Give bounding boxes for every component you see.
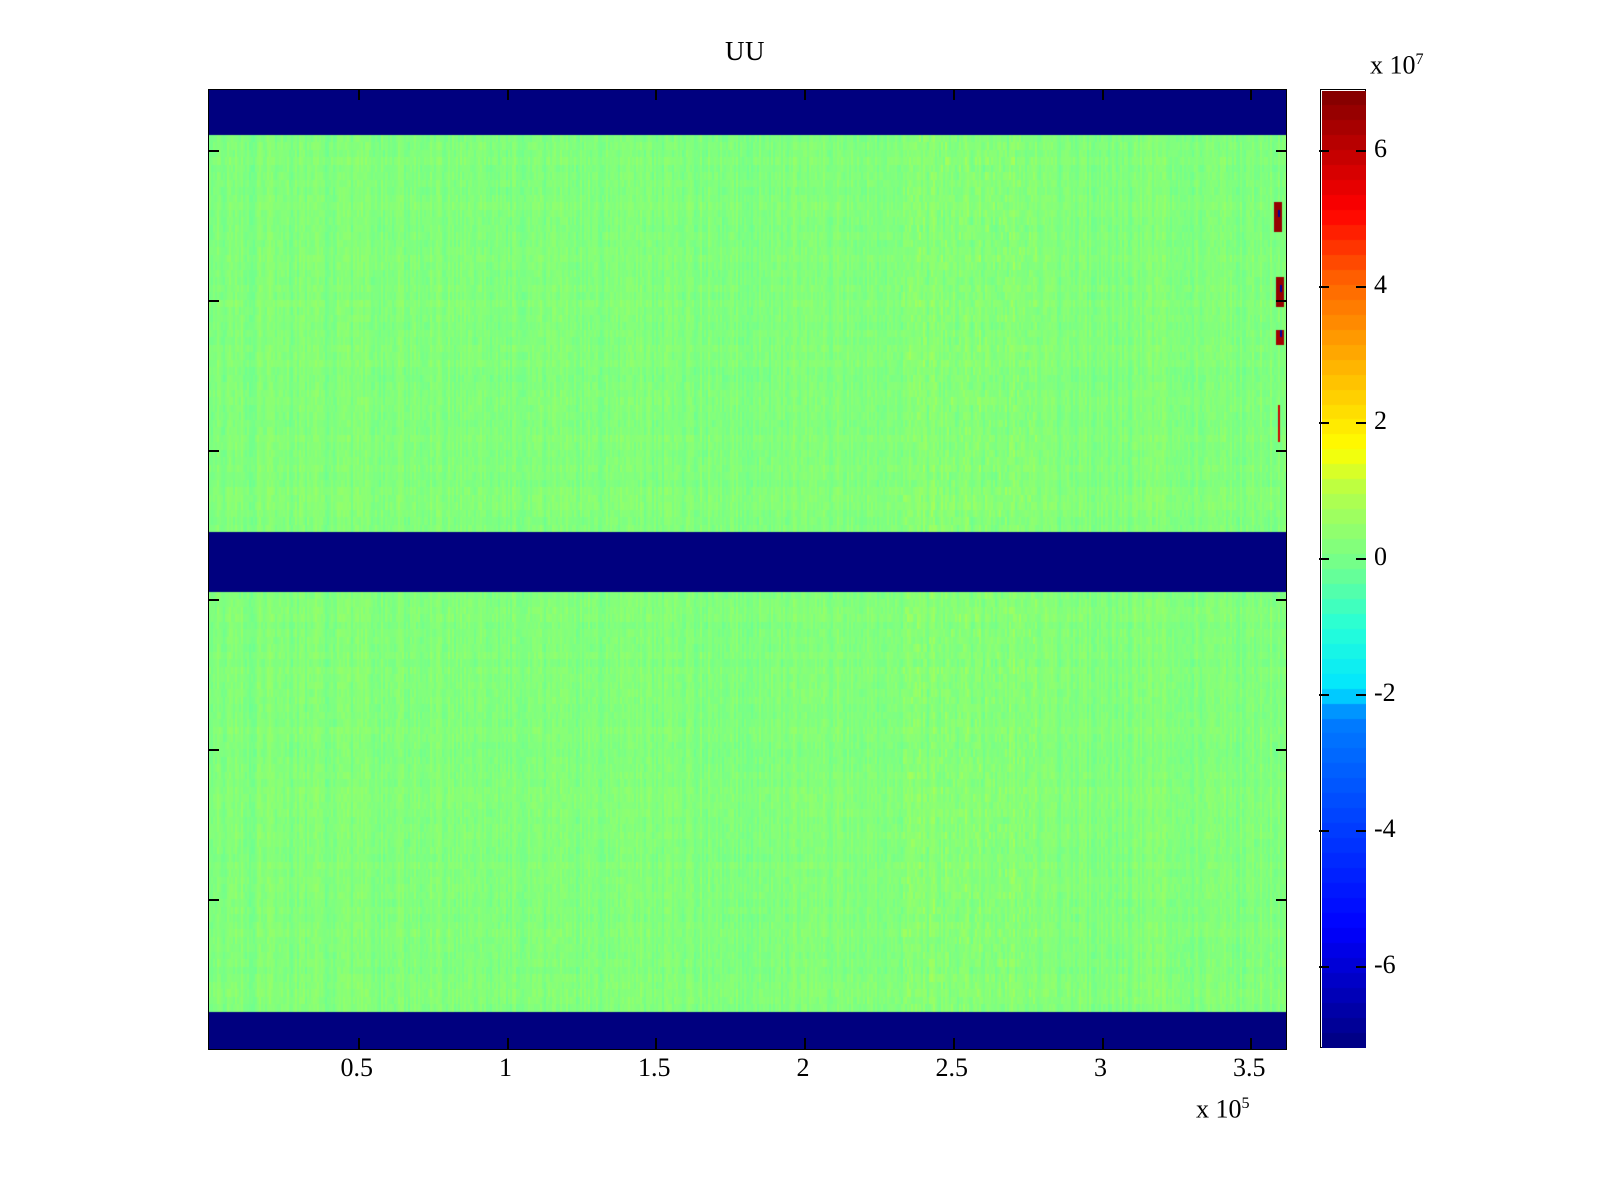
colorbar-tick-mark [1356,966,1366,969]
y-tick-mark [1276,149,1287,152]
colorbar-tick-mark [1319,422,1329,425]
colorbar-tick-mark [1356,422,1366,425]
y-tick-mark [1276,599,1287,602]
y-tick-mark [1276,299,1287,302]
heatmap-image [209,90,1286,1049]
x-tick-mark [804,1038,807,1049]
x-tick-label: 1 [499,1053,512,1082]
x-tick-label: 1.5 [638,1053,671,1082]
x-tick-label: 2.5 [935,1053,969,1082]
colorbar-tick-label: -6 [1374,950,1396,980]
x-tick-mark [1101,89,1104,100]
y-tick-mark [208,599,219,602]
colorbar-tick-mark [1319,966,1329,969]
x-tick-label: 3 [1094,1053,1108,1082]
x-tick-mark [357,1038,360,1049]
y-tick-mark [1276,449,1287,452]
x-tick-label: 3.5 [1233,1053,1266,1082]
colorbar-tick-label: -2 [1374,678,1396,708]
colorbar-tick-mark [1319,830,1329,833]
colorbar-tick-mark [1356,830,1366,833]
colorbar[interactable]: 6 4 2 0 -2 -4 -6 [1319,89,1396,1048]
y-tick-mark [208,299,219,302]
colorbar-exponent: x 107 [1370,50,1424,80]
y-tick-mark [208,449,219,452]
colorbar-tick-mark [1356,694,1366,697]
chart-title: UU [725,36,765,66]
y-tick-mark [1276,749,1287,752]
colorbar-tick-mark [1319,558,1329,561]
colorbar-exponent-power: 7 [1415,51,1424,68]
x-tick-mark [1250,1038,1253,1049]
x-tick-mark [655,89,658,100]
colorbar-tick-mark [1356,558,1366,561]
x-tick-mark [357,89,360,100]
y-tick-mark [208,749,219,752]
x-tick-label: 2 [796,1053,810,1082]
colorbar-exponent-prefix: x 10 [1370,50,1416,80]
y-tick-mark [1276,899,1287,902]
colorbar-tick-mark [1356,286,1366,289]
colorbar-tick-label: 0 [1374,542,1387,572]
x-tick-mark [952,89,955,100]
x-tick-mark [1250,89,1253,100]
x-tick-mark [506,89,509,100]
colorbar-tick-mark [1319,286,1329,289]
heatmap-axes[interactable] [208,89,1287,1050]
colorbar-box [1320,89,1366,1048]
colorbar-tick-mark [1356,150,1366,153]
x-exponent-prefix: x 10 [1196,1094,1242,1124]
x-exponent-power: 5 [1241,1095,1250,1112]
colorbar-tick-label: -4 [1374,814,1396,844]
x-tick-mark [804,89,807,100]
x-tick-mark [655,1038,658,1049]
x-axis-exponent: x 105 [1196,1094,1250,1124]
colorbar-tick-label: 4 [1374,270,1387,300]
x-tick-mark [1101,1038,1104,1049]
colorbar-tick-mark [1319,694,1329,697]
y-tick-mark [208,899,219,902]
x-tick-mark [952,1038,955,1049]
colorbar-tick-label: 6 [1374,134,1387,164]
colorbar-gradient [1322,91,1366,1048]
x-tick-mark [506,1038,509,1049]
colorbar-tick-label: 2 [1374,406,1387,436]
x-tick-label: 0.5 [340,1053,374,1082]
colorbar-tick-mark [1319,150,1329,153]
y-tick-mark [208,149,219,152]
